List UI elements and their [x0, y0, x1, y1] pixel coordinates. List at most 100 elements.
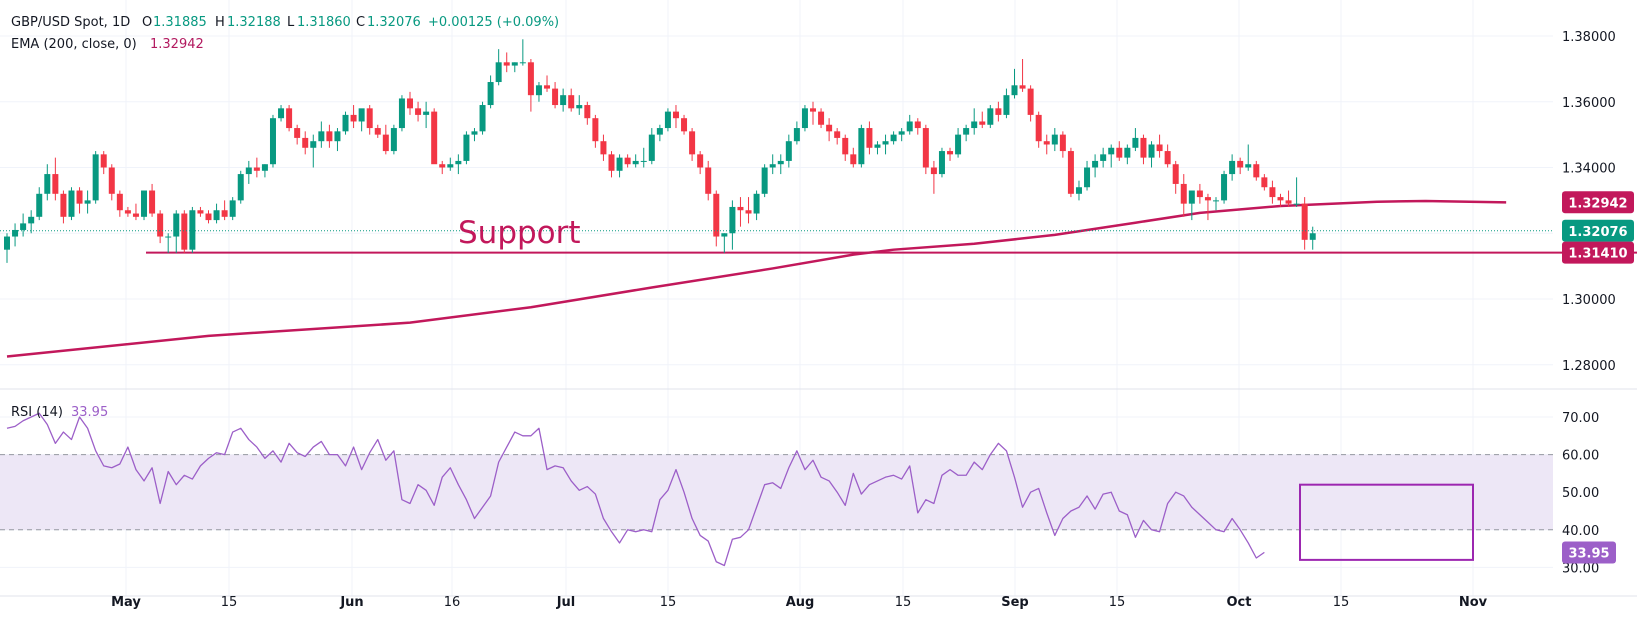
candle-body	[1132, 137, 1139, 148]
candle-body	[850, 154, 857, 165]
candle-body	[987, 108, 994, 125]
candle-body	[253, 167, 260, 171]
candle-body	[576, 105, 583, 109]
candle-body	[632, 160, 639, 165]
candle-body	[12, 229, 19, 237]
price-tag-ema-label: 1.32942	[1568, 196, 1627, 211]
rsi-tick-label: 60.00	[1562, 449, 1599, 464]
candle-body	[286, 108, 293, 129]
candle-body	[971, 121, 978, 129]
price-tag-support-label: 1.31410	[1568, 247, 1627, 262]
candle-body	[398, 98, 405, 129]
candle-body	[1277, 197, 1284, 201]
candle-body	[1261, 177, 1268, 188]
price-tag-last	[1562, 219, 1634, 242]
legend-rsi-label: RSI (14)	[11, 405, 63, 420]
candle-body	[60, 193, 67, 217]
candle-body	[1124, 147, 1131, 158]
candle-body	[116, 193, 123, 211]
x-tick-label: Sep	[1001, 595, 1029, 610]
candle-body	[689, 131, 696, 155]
candle-body	[769, 164, 776, 168]
candle-body	[592, 118, 599, 142]
price-tag-support	[1562, 241, 1634, 264]
candle-body	[1100, 154, 1107, 161]
x-tick-label: Nov	[1459, 595, 1488, 610]
legend-low-value: 1.31860	[297, 15, 351, 30]
candle-body	[463, 134, 470, 161]
rsi-value-tag	[1562, 541, 1616, 564]
candle-body	[20, 223, 27, 230]
candle-body	[165, 236, 172, 238]
candle-body	[648, 134, 655, 161]
candle-body	[36, 193, 43, 217]
candle-body	[294, 128, 301, 138]
candle-body	[890, 134, 897, 142]
candle-body	[818, 111, 825, 125]
candle-body	[407, 98, 413, 109]
x-tick-label: 15	[1333, 595, 1350, 610]
candle-body	[132, 213, 139, 217]
ema-group	[6, 199, 1507, 358]
candle-body	[552, 88, 559, 106]
candle-body	[1164, 151, 1171, 165]
candle-body	[777, 160, 784, 165]
candle-body	[221, 210, 228, 217]
candle-body	[76, 190, 83, 204]
candle-body	[269, 118, 276, 165]
rsi-band-group	[0, 454, 1553, 531]
candle-body	[261, 164, 268, 171]
candle-body	[205, 213, 212, 221]
candle-body	[415, 108, 422, 115]
candle-body	[358, 108, 365, 122]
candle-body	[157, 213, 164, 237]
candle-body	[560, 95, 567, 106]
candle-body	[785, 141, 792, 161]
candle-body	[1019, 85, 1026, 89]
candle-body	[1003, 95, 1010, 115]
candle-body	[914, 121, 921, 129]
candle-body	[745, 210, 752, 214]
candle-body	[713, 193, 720, 237]
legend-ema-label: EMA (200, close, 0)	[11, 37, 137, 52]
legend-change: +0.00125 (+0.09%)	[428, 15, 559, 30]
candle-body	[431, 111, 438, 165]
candle-body	[1043, 141, 1050, 145]
x-tick-label: May	[111, 595, 141, 610]
candle-body	[729, 206, 736, 234]
candle-body	[672, 111, 679, 119]
candle-body	[1221, 174, 1228, 201]
candle-body	[858, 128, 865, 165]
candle-body	[527, 62, 534, 96]
candle-body	[237, 174, 244, 201]
candle-body	[721, 233, 728, 237]
candle-body	[753, 193, 760, 214]
candle-body	[1253, 164, 1260, 178]
candle-body	[1204, 197, 1211, 201]
candle-body	[52, 174, 59, 194]
candle-body	[842, 137, 849, 155]
candle-body	[640, 160, 647, 162]
candle-body	[197, 210, 204, 214]
rsi-value-tag-label: 33.95	[1568, 547, 1609, 562]
candle-body	[318, 131, 325, 142]
ema-line	[6, 199, 1507, 358]
candle-body	[761, 167, 768, 194]
candle-body	[1237, 160, 1244, 168]
price-tick-label: 1.34000	[1562, 162, 1616, 177]
candle-body	[189, 210, 196, 250]
candle-body	[616, 157, 623, 171]
candle-body	[310, 141, 317, 148]
axes-group: 1.280001.300001.320001.340001.360001.380…	[111, 30, 1616, 610]
candle-body	[544, 85, 551, 89]
candle-body	[487, 82, 494, 106]
candle-body	[173, 213, 180, 237]
candle-body	[1027, 88, 1034, 115]
candle-body	[1140, 137, 1147, 158]
candle-body	[1229, 160, 1236, 175]
candle-body	[479, 105, 486, 132]
candle-body	[511, 62, 518, 66]
price-tick-label: 1.28000	[1562, 359, 1616, 374]
